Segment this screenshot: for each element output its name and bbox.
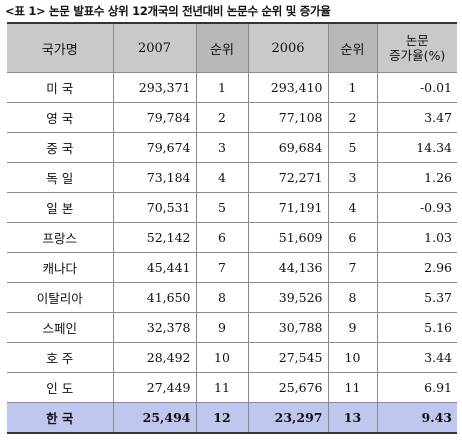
rank-2006-cell: 3: [327, 162, 378, 193]
papers-2006-cell: 69,684: [247, 132, 329, 163]
header-growth: 논문 증가율(%): [376, 22, 457, 73]
growth-rate-cell: 9.43: [376, 402, 457, 434]
table-row: 캐나다 45,441 7 44,136 7 2.96: [7, 252, 457, 283]
header-2006: 2006: [247, 22, 329, 73]
header-2007: 2007: [112, 22, 197, 73]
papers-2006-cell: 44,136: [247, 252, 329, 283]
table-row: 스페인 32,378 9 30,788 9 5.16: [7, 312, 457, 343]
paper-count-table: 국가명 2007 순위 2006 순위 논문 증가율(%) 미 국 293,371…: [7, 22, 457, 434]
country-cell: 한 국: [7, 402, 114, 434]
papers-2007-cell: 73,184: [112, 162, 197, 193]
rank-2006-cell: 10: [327, 342, 378, 373]
papers-2007-cell: 32,378: [112, 312, 197, 343]
papers-2007-cell: 28,492: [112, 342, 197, 373]
rank-2007-cell: 5: [195, 192, 249, 223]
country-cell: 호 주: [7, 342, 114, 373]
rank-2006-cell: 1: [327, 72, 378, 103]
growth-rate-cell: -0.93: [376, 192, 457, 223]
table-row-highlighted: 한 국 25,494 12 23,297 13 9.43: [7, 402, 457, 434]
growth-rate-cell: 5.16: [376, 312, 457, 343]
growth-rate-cell: 3.47: [376, 102, 457, 133]
papers-2006-cell: 23,297: [247, 402, 329, 434]
country-cell: 중 국: [7, 132, 114, 163]
header-rank-2007: 순위: [195, 22, 249, 73]
country-cell: 영 국: [7, 102, 114, 133]
growth-rate-cell: 5.37: [376, 282, 457, 313]
rank-2006-cell: 2: [327, 102, 378, 133]
header-growth-line1: 논문: [405, 33, 429, 48]
growth-rate-cell: 3.44: [376, 342, 457, 373]
rank-2007-cell: 8: [195, 282, 249, 313]
rank-2007-cell: 3: [195, 132, 249, 163]
rank-2007-cell: 10: [195, 342, 249, 373]
table-row: 영 국 79,784 2 77,108 2 3.47: [7, 102, 457, 133]
papers-2007-cell: 45,441: [112, 252, 197, 283]
papers-2006-cell: 25,676: [247, 372, 329, 403]
table-row: 프랑스 52,142 6 51,609 6 1.03: [7, 222, 457, 253]
papers-2006-cell: 71,191: [247, 192, 329, 223]
table-header-row: 국가명 2007 순위 2006 순위 논문 증가율(%): [7, 22, 457, 73]
papers-2006-cell: 77,108: [247, 102, 329, 133]
rank-2006-cell: 11: [327, 372, 378, 403]
rank-2006-cell: 6: [327, 222, 378, 253]
growth-rate-cell: 1.26: [376, 162, 457, 193]
country-cell: 스페인: [7, 312, 114, 343]
table-row: 호 주 28,492 10 27,545 10 3.44: [7, 342, 457, 373]
papers-2007-cell: 25,494: [112, 402, 197, 434]
papers-2006-cell: 51,609: [247, 222, 329, 253]
table-row: 중 국 79,674 3 69,684 5 14.34: [7, 132, 457, 163]
growth-rate-cell: 1.03: [376, 222, 457, 253]
rank-2007-cell: 9: [195, 312, 249, 343]
rank-2007-cell: 11: [195, 372, 249, 403]
table-row: 미 국 293,371 1 293,410 1 -0.01: [7, 72, 457, 103]
country-cell: 캐나다: [7, 252, 114, 283]
table-row: 독 일 73,184 4 72,271 3 1.26: [7, 162, 457, 193]
papers-2007-cell: 52,142: [112, 222, 197, 253]
growth-rate-cell: 14.34: [376, 132, 457, 163]
table-row: 인 도 27,449 11 25,676 11 6.91: [7, 372, 457, 403]
papers-2006-cell: 30,788: [247, 312, 329, 343]
country-cell: 일 본: [7, 192, 114, 223]
growth-rate-cell: -0.01: [376, 72, 457, 103]
country-cell: 미 국: [7, 72, 114, 103]
header-growth-line2: 증가율(%): [389, 48, 446, 63]
header-rank-2006: 순위: [327, 22, 378, 73]
papers-2007-cell: 27,449: [112, 372, 197, 403]
rank-2007-cell: 1: [195, 72, 249, 103]
papers-2006-cell: 39,526: [247, 282, 329, 313]
rank-2006-cell: 13: [327, 402, 378, 434]
papers-2007-cell: 70,531: [112, 192, 197, 223]
rank-2006-cell: 8: [327, 282, 378, 313]
country-cell: 프랑스: [7, 222, 114, 253]
header-country: 국가명: [7, 22, 114, 73]
country-cell: 이탈리아: [7, 282, 114, 313]
rank-2006-cell: 7: [327, 252, 378, 283]
table-caption: <표 1> 논문 발표수 상위 12개국의 전년대비 논문수 순위 및 증가율: [5, 4, 331, 18]
papers-2006-cell: 27,545: [247, 342, 329, 373]
papers-2006-cell: 293,410: [247, 72, 329, 103]
rank-2006-cell: 9: [327, 312, 378, 343]
rank-2007-cell: 6: [195, 222, 249, 253]
country-cell: 인 도: [7, 372, 114, 403]
growth-rate-cell: 2.96: [376, 252, 457, 283]
rank-2006-cell: 4: [327, 192, 378, 223]
rank-2007-cell: 7: [195, 252, 249, 283]
papers-2006-cell: 72,271: [247, 162, 329, 193]
papers-2007-cell: 293,371: [112, 72, 197, 103]
table-row: 일 본 70,531 5 71,191 4 -0.93: [7, 192, 457, 223]
country-cell: 독 일: [7, 162, 114, 193]
rank-2007-cell: 4: [195, 162, 249, 193]
papers-2007-cell: 79,784: [112, 102, 197, 133]
papers-2007-cell: 41,650: [112, 282, 197, 313]
papers-2007-cell: 79,674: [112, 132, 197, 163]
table-row: 이탈리아 41,650 8 39,526 8 5.37: [7, 282, 457, 313]
rank-2007-cell: 12: [195, 402, 249, 434]
rank-2006-cell: 5: [327, 132, 378, 163]
rank-2007-cell: 2: [195, 102, 249, 133]
growth-rate-cell: 6.91: [376, 372, 457, 403]
